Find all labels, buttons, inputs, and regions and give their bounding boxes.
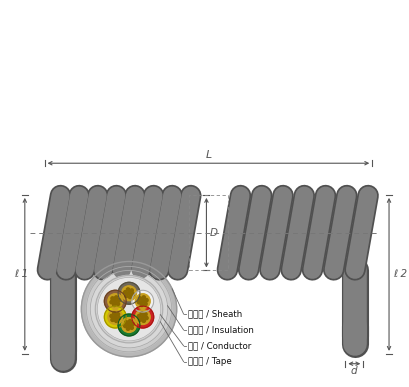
Circle shape xyxy=(110,314,113,318)
Circle shape xyxy=(121,286,137,301)
Circle shape xyxy=(145,317,148,320)
Circle shape xyxy=(90,271,168,348)
Circle shape xyxy=(135,310,150,324)
Circle shape xyxy=(114,315,117,319)
Circle shape xyxy=(114,300,117,303)
Circle shape xyxy=(110,301,113,304)
Circle shape xyxy=(125,321,128,324)
Circle shape xyxy=(127,324,130,327)
Text: D: D xyxy=(209,228,218,238)
Circle shape xyxy=(117,313,119,316)
Circle shape xyxy=(144,313,147,316)
Circle shape xyxy=(140,303,144,307)
Circle shape xyxy=(128,295,132,299)
Circle shape xyxy=(130,289,133,292)
Text: 導体 / Conductor: 導体 / Conductor xyxy=(188,341,251,350)
Circle shape xyxy=(137,314,141,318)
Circle shape xyxy=(132,290,154,312)
Circle shape xyxy=(104,306,126,328)
Text: L: L xyxy=(205,150,211,160)
Bar xyxy=(189,195,228,271)
Text: テープ / Tape: テープ / Tape xyxy=(188,357,231,366)
Circle shape xyxy=(117,298,121,302)
Circle shape xyxy=(112,303,116,307)
Circle shape xyxy=(125,295,128,298)
Circle shape xyxy=(144,302,147,306)
Circle shape xyxy=(95,276,163,343)
Circle shape xyxy=(118,283,140,304)
Circle shape xyxy=(115,319,118,322)
Circle shape xyxy=(131,293,135,296)
Circle shape xyxy=(132,306,154,328)
Circle shape xyxy=(118,314,140,336)
Text: 絶縁体 / Insulation: 絶縁体 / Insulation xyxy=(188,325,254,334)
Circle shape xyxy=(141,315,144,319)
Circle shape xyxy=(111,318,114,322)
Circle shape xyxy=(128,320,132,323)
Circle shape xyxy=(111,297,114,300)
Circle shape xyxy=(97,277,161,341)
Circle shape xyxy=(140,312,144,315)
Circle shape xyxy=(130,326,133,329)
Circle shape xyxy=(137,301,141,304)
Circle shape xyxy=(126,288,130,291)
Circle shape xyxy=(126,327,130,330)
Circle shape xyxy=(127,292,130,295)
Circle shape xyxy=(141,300,144,303)
Circle shape xyxy=(131,322,135,325)
Circle shape xyxy=(142,296,146,299)
Circle shape xyxy=(115,296,118,299)
Text: d: d xyxy=(351,366,357,376)
Text: シース / Sheath: シース / Sheath xyxy=(188,310,242,319)
Circle shape xyxy=(142,319,146,322)
Circle shape xyxy=(108,294,123,308)
Circle shape xyxy=(124,291,127,294)
Circle shape xyxy=(145,298,148,302)
Circle shape xyxy=(138,318,142,322)
Circle shape xyxy=(86,266,172,352)
Circle shape xyxy=(108,310,123,324)
Circle shape xyxy=(112,312,116,315)
Circle shape xyxy=(124,324,127,328)
Circle shape xyxy=(138,297,142,300)
Circle shape xyxy=(121,318,137,332)
Circle shape xyxy=(135,294,150,308)
Text: ℓ 1: ℓ 1 xyxy=(15,269,29,279)
Text: ℓ 2: ℓ 2 xyxy=(393,269,407,279)
Circle shape xyxy=(104,290,126,312)
Circle shape xyxy=(117,302,119,306)
Circle shape xyxy=(81,262,177,357)
Circle shape xyxy=(117,317,121,320)
